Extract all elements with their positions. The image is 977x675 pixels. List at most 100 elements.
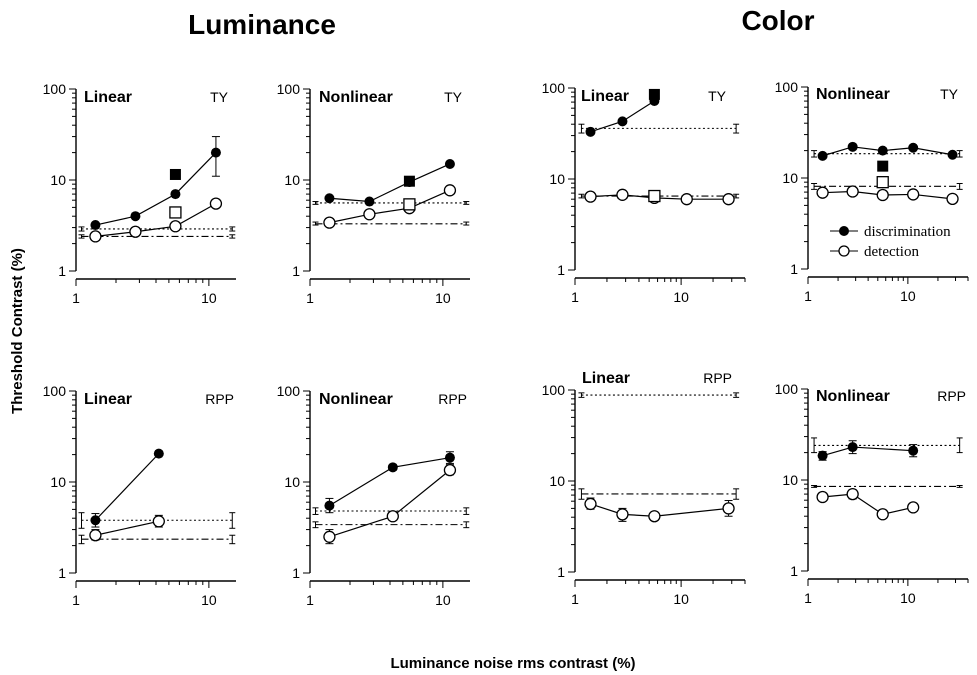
data-point-discrimination	[847, 442, 858, 453]
data-point-detection	[846, 487, 859, 501]
data-point-discrimination	[324, 193, 335, 204]
data-point-detection	[876, 188, 889, 202]
data-point-detection	[680, 193, 693, 206]
data-point-discrimination	[387, 462, 398, 473]
data-point-discrimination	[444, 158, 455, 169]
x-tick-label: 1	[804, 288, 812, 304]
y-tick-label: 100	[277, 383, 301, 399]
x-tick-label: 1	[306, 592, 314, 608]
x-axis-title: Luminance noise rms contrast (%)	[390, 655, 635, 672]
panel-color-linear-ty: 1 10 100 1 10 Linear TY	[542, 80, 746, 305]
x-tick-label: 10	[201, 592, 217, 608]
x-tick-label: 1	[72, 290, 80, 306]
x-tick-label: 1	[804, 590, 812, 606]
panel-luminance-nonlinear-rpp: 1 10 100 1 10 Nonlinear RPP	[277, 383, 470, 608]
data-point-discrimination	[908, 445, 919, 456]
y-tick-label: 1	[58, 263, 66, 279]
panel-label: Nonlinear	[816, 388, 890, 405]
data-point-detection	[846, 185, 859, 198]
data-point-detection	[152, 515, 165, 528]
data-point-detection	[89, 529, 102, 542]
data-point-detection	[946, 192, 959, 206]
panel-luminance-linear-ty: 1 10 100 1 10 Linear TY	[43, 81, 236, 306]
group-title-luminance: Luminance	[188, 9, 336, 40]
panel-label: Nonlinear	[319, 89, 393, 106]
subject-label: RPP	[703, 370, 732, 386]
series-line-detection	[329, 469, 451, 538]
y-tick-label: 10	[549, 171, 565, 187]
x-tick-label: 1	[306, 290, 314, 306]
data-point-detection	[584, 190, 597, 203]
data-point-discrimination	[324, 500, 335, 511]
panel-label: Nonlinear	[319, 391, 393, 408]
data-point-discrimination	[947, 149, 958, 160]
series-line-detection	[95, 203, 217, 237]
series-line-discrimination	[329, 163, 451, 203]
data-point-detection	[616, 188, 629, 201]
data-point-discrimination	[847, 141, 858, 152]
series-line-discrimination	[94, 453, 160, 521]
y-tick-label: 10	[782, 170, 798, 186]
data-point-discrimination	[153, 448, 164, 459]
series-line-detection	[590, 503, 729, 517]
y-tick-label: 10	[284, 172, 300, 188]
y-tick-label: 1	[292, 565, 300, 581]
data-point-discrimination	[817, 450, 828, 461]
y-tick-label: 10	[549, 473, 565, 489]
y-tick-label: 1	[58, 565, 66, 581]
panel-label: Linear	[582, 370, 630, 387]
data-square-detection	[876, 176, 889, 189]
y-tick-label: 1	[557, 564, 565, 580]
data-point-discrimination	[877, 145, 888, 156]
x-tick-label: 1	[571, 289, 579, 305]
series-line-detection	[822, 493, 914, 515]
panel-color-linear-rpp: 1 10 100 1 10 Linear RPP	[542, 370, 746, 607]
data-point-discrimination	[617, 116, 628, 127]
subject-label: RPP	[438, 391, 467, 407]
data-point-discrimination	[444, 452, 455, 463]
series-line-detection	[95, 520, 159, 536]
data-point-discrimination	[585, 126, 596, 137]
y-tick-label: 10	[782, 472, 798, 488]
panel-label: Linear	[84, 89, 132, 106]
data-point-detection	[907, 188, 920, 201]
panel-label: Linear	[581, 88, 629, 105]
panel-label: Nonlinear	[816, 86, 890, 103]
y-tick-label: 10	[50, 172, 66, 188]
data-point-detection	[816, 186, 829, 199]
data-point-detection	[722, 502, 735, 515]
y-tick-label: 1	[790, 563, 798, 579]
data-point-detection	[876, 508, 889, 521]
subject-label: TY	[444, 89, 463, 105]
group-title-color: Color	[741, 5, 814, 36]
data-point-detection	[648, 510, 661, 523]
data-square-detection	[169, 206, 182, 219]
y-tick-label: 100	[542, 382, 566, 398]
series-line-discrimination	[822, 446, 914, 457]
data-point-discrimination	[364, 196, 375, 207]
x-tick-label: 10	[900, 590, 916, 606]
data-point-detection	[443, 463, 457, 477]
data-point-detection	[386, 510, 399, 523]
y-axis-title: Threshold Contrast (%)	[9, 248, 26, 414]
data-point-discrimination	[210, 147, 221, 158]
data-square-discrimination	[648, 88, 660, 100]
x-tick-label: 10	[435, 592, 451, 608]
x-tick-label: 10	[900, 288, 916, 304]
panels: 1 10 100 1 10 Linear TY 1 10 100 1 10 Nonlinear TY 1 10…	[43, 79, 969, 608]
legend-detection-marker	[838, 245, 850, 257]
y-tick-label: 100	[775, 79, 799, 95]
data-point-detection	[323, 216, 336, 229]
y-tick-label: 100	[43, 383, 67, 399]
data-point-discrimination	[90, 220, 101, 231]
series-line-discrimination	[95, 152, 217, 226]
subject-label: TY	[708, 88, 727, 104]
data-point-discrimination	[130, 211, 141, 222]
data-point-detection	[169, 220, 182, 233]
subject-label: RPP	[937, 388, 966, 404]
y-tick-label: 1	[292, 263, 300, 279]
data-point-detection	[616, 508, 629, 521]
series-line-detection	[329, 189, 451, 224]
data-point-detection	[209, 197, 223, 210]
